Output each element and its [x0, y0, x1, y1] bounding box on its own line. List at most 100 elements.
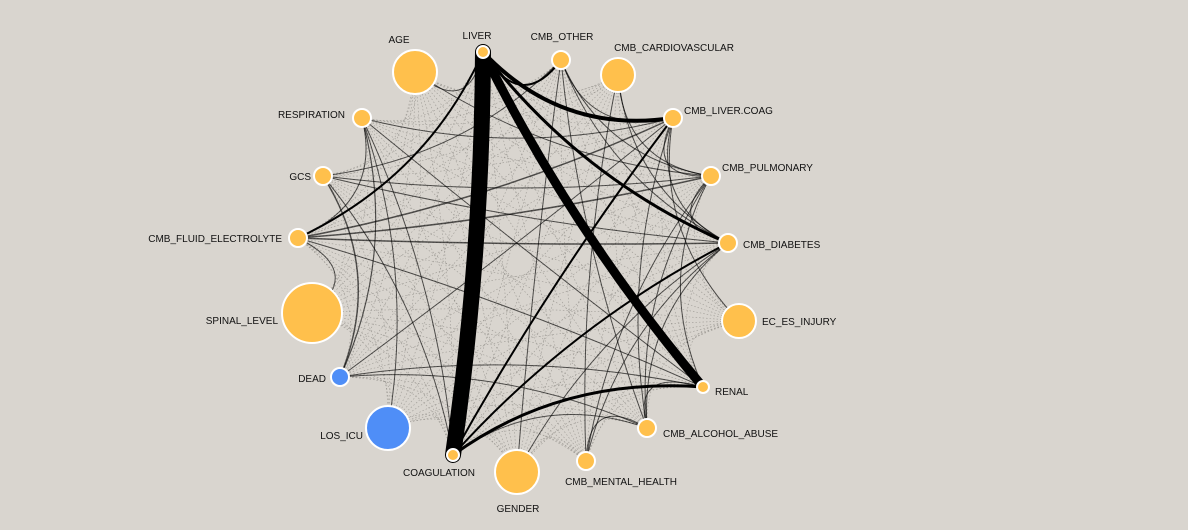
edge-liver-cmb_diabetes[interactable] [481, 50, 730, 245]
label-renal: RENAL [715, 387, 749, 398]
edge-gcs-cmb_diabetes[interactable] [322, 175, 729, 244]
edge-cmb_fluid_electrolyte-cmb_pulmonary[interactable] [297, 175, 712, 239]
edge-gcs-cmb_pulmonary[interactable] [322, 175, 712, 189]
edge-liver-cmb_liver_coag[interactable] [481, 50, 675, 123]
edge-renal-cmb_alcohol_abuse[interactable] [643, 381, 704, 429]
node-respiration[interactable] [352, 108, 372, 128]
faint-edge [414, 71, 619, 101]
faint-edge [297, 237, 454, 456]
edge-liver-cmb_other[interactable] [482, 51, 562, 86]
edge-coagulation-gcs[interactable] [322, 175, 454, 456]
node-los-icu[interactable] [365, 405, 411, 451]
node-layer [281, 45, 757, 495]
faint-edge [482, 51, 704, 388]
edge-dead-respiration[interactable] [339, 117, 377, 378]
edge-cmb_fluid_electrolyte-respiration[interactable] [297, 117, 367, 239]
label-liver: LIVER [463, 31, 492, 42]
node-cmb-mental-health[interactable] [576, 451, 596, 471]
faint-edge [414, 71, 587, 462]
node-gender[interactable] [494, 449, 540, 495]
label-dead: DEAD [298, 374, 326, 385]
edge-cmb_pulmonary-cmb_diabetes[interactable] [690, 175, 729, 244]
edge-renal-cmb_pulmonary[interactable] [679, 175, 712, 388]
faint-edge [387, 415, 587, 462]
faint-edge [311, 74, 619, 314]
edge-gcs-cmb_other[interactable] [322, 59, 562, 177]
faint-edge [560, 59, 704, 388]
node-cmb-diabetes[interactable] [718, 233, 738, 253]
faint-edge [322, 51, 484, 177]
node-cmb-other[interactable] [551, 50, 571, 70]
edge-coagulation-cmb_liver_coag[interactable] [452, 117, 674, 456]
edge-cmb_fluid_electrolyte-renal[interactable] [297, 237, 704, 388]
node-ec-es-injury[interactable] [721, 303, 757, 339]
edge-cmb_pulmonary-cmb_mental_health[interactable] [585, 175, 712, 462]
node-spinal-level[interactable] [281, 282, 343, 344]
edge-cmb_fluid_electrolyte-cmb_liver_coag[interactable] [297, 117, 674, 239]
edge-cmb_other-cmb_diabetes[interactable] [560, 59, 729, 244]
node-liver[interactable] [476, 45, 490, 59]
edge-liver-coagulation[interactable] [445, 44, 491, 463]
edge-liver-renal[interactable] [478, 47, 708, 392]
faint-edge [616, 74, 674, 125]
node-age[interactable] [392, 49, 438, 95]
label-gcs: GCS [289, 172, 311, 183]
node-cmb-cardiovascular[interactable] [600, 57, 636, 93]
faint-edge [702, 242, 740, 322]
edge-gender-cmb_other[interactable] [516, 59, 562, 473]
faint-edge [516, 74, 619, 473]
faint-edge [387, 51, 484, 429]
edge-cmb_cardiovascular-cmb_diabetes[interactable] [617, 74, 729, 244]
faint-edge [322, 175, 518, 473]
faint-edge [297, 237, 648, 429]
node-coagulation[interactable] [446, 448, 460, 462]
faint-edge [585, 117, 674, 462]
edge-cmb_alcohol_abuse-coagulation[interactable] [452, 414, 648, 456]
label-cmb-diabetes: CMB_DIABETES [743, 240, 821, 251]
node-dead[interactable] [330, 367, 350, 387]
faint-edge [452, 430, 587, 462]
label-cmb-liver-coag: CMB_LIVER.COAG [684, 106, 773, 117]
edge-dead-cmb_liver_coag[interactable] [339, 117, 674, 378]
edge-dead-cmb_alcohol_abuse[interactable] [339, 374, 648, 429]
faint-edge [560, 59, 587, 462]
edge-respiration-cmb_liver_coag[interactable] [361, 117, 674, 139]
edge-cmb_liver_coag-cmb_diabetes[interactable] [667, 117, 729, 244]
faint-edge [617, 74, 704, 388]
edge-los_icu-respiration[interactable] [361, 117, 398, 429]
edge-dead-gcs[interactable] [322, 175, 360, 378]
node-cmb-alcohol-abuse[interactable] [637, 418, 657, 438]
edge-liver-cmb_fluid_electrolyte[interactable] [297, 51, 484, 239]
faint-edge [322, 117, 372, 177]
node-cmb-fluid-electrolyte[interactable] [288, 228, 308, 248]
faint-edge [387, 71, 421, 429]
edge-dead-renal[interactable] [339, 364, 704, 388]
faint-edge [686, 242, 729, 388]
edge-cmb_fluid_electrolyte-cmb_diabetes[interactable] [297, 237, 729, 245]
node-renal[interactable] [696, 380, 710, 394]
faint-edge [414, 71, 454, 456]
faint-edge [560, 59, 619, 96]
edge-respiration-renal[interactable] [361, 117, 704, 388]
edge-respiration-coagulation[interactable] [361, 117, 454, 456]
edge-ec_es_injury-cmb_liver_coag[interactable] [668, 117, 740, 322]
faint-edge [297, 237, 587, 462]
edge-coagulation-renal[interactable] [451, 384, 705, 457]
edge-cmb_diabetes-cmb_mental_health[interactable] [585, 242, 729, 462]
label-cmb-other: CMB_OTHER [531, 32, 594, 43]
node-cmb-pulmonary[interactable] [701, 166, 721, 186]
faint-edge [339, 320, 740, 378]
edge-cmb_diabetes-cmb_alcohol_abuse[interactable] [645, 242, 729, 429]
edge-cmb_alcohol_abuse-cmb_mental_health[interactable] [585, 415, 648, 462]
edge-cmb_other-cmb_liver_coag[interactable] [560, 59, 674, 123]
edge-cmb_cardiovascular-cmb_mental_health[interactable] [584, 74, 619, 462]
edge-coagulation-cmb_diabetes[interactable] [452, 242, 729, 456]
edge-cmb_other-cmb_pulmonary[interactable] [560, 59, 712, 177]
faint-edge [516, 320, 740, 473]
edge-gender-cmb_diabetes[interactable] [516, 242, 729, 473]
node-gcs[interactable] [313, 166, 333, 186]
node-cmb-liver-coag[interactable] [663, 108, 683, 128]
faint-edge [387, 74, 619, 429]
edge-cmb_liver_coag-cmb_alcohol_abuse[interactable] [637, 117, 674, 429]
